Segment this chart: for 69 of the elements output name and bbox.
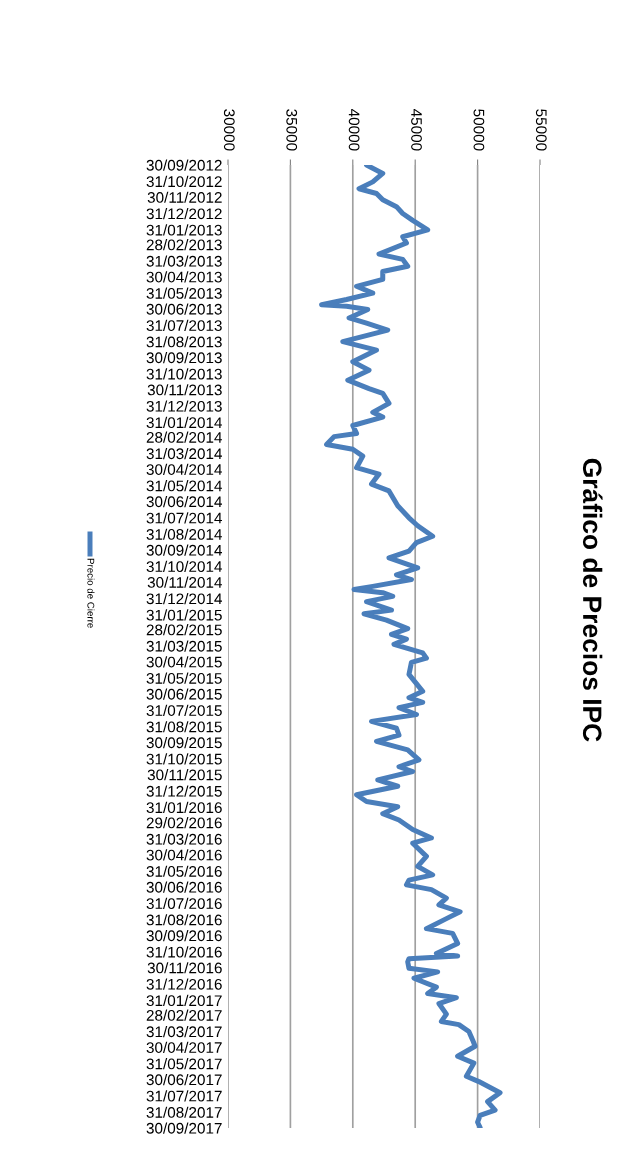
y-tick-label: 31/10/2013 [146, 368, 222, 380]
y-tick-label: 30/09/2014 [146, 544, 222, 556]
y-tick-label: 31/03/2017 [146, 1025, 222, 1038]
y-tick-label: 31/12/2016 [146, 978, 222, 990]
y-tick-label: 30/09/2013 [146, 351, 222, 364]
y-tick-label: 31/01/2015 [146, 609, 222, 621]
y-tick-label: 31/08/2013 [146, 336, 222, 348]
y-tick-label: 31/10/2012 [146, 175, 222, 188]
y-tick-label: 31/03/2015 [146, 640, 222, 652]
y-tick-label: 31/01/2014 [146, 416, 222, 429]
y-tick-label: 30/09/2015 [146, 736, 222, 749]
y-tick-label: 31/07/2013 [146, 319, 222, 332]
y-tick-label: 31/01/2013 [146, 224, 222, 236]
y-tick-label: 31/12/2015 [146, 785, 222, 797]
y-tick-label: 31/07/2015 [146, 704, 222, 716]
y-tick-label: 28/02/2014 [146, 431, 222, 443]
y-tick-label: 28/02/2013 [146, 239, 222, 251]
y-tick-label: 31/08/2017 [146, 1106, 222, 1118]
y-tick-label: 31/12/2014 [146, 592, 222, 605]
x-tick-label: 45000 [411, 108, 422, 151]
y-tick-label: 30/06/2017 [146, 1073, 222, 1086]
y-tick-label: 31/05/2014 [146, 480, 222, 492]
y-tick-label: 31/05/2016 [146, 865, 222, 877]
y-tick-label: 30/04/2014 [146, 463, 222, 475]
y-tick-label: 29/02/2016 [146, 817, 222, 829]
y-tick-label: 30/04/2013 [146, 271, 222, 283]
y-tick-label: 31/03/2013 [146, 255, 222, 267]
y-tick-label: 31/05/2017 [146, 1058, 222, 1070]
legend-label: Precio de Cierre [87, 558, 95, 628]
y-tick-label: 30/11/2014 [147, 576, 222, 588]
y-tick-label: 30/04/2015 [146, 656, 222, 668]
y-tick-label: 30/04/2016 [146, 849, 222, 861]
y-tick-label: 31/10/2014 [146, 560, 222, 573]
y-tick-label: 30/11/2013 [147, 384, 222, 396]
y-tick-label: 30/06/2013 [146, 303, 222, 315]
y-tick-label: 31/10/2015 [146, 753, 222, 765]
y-tick-label: 28/02/2017 [146, 1009, 222, 1021]
y-tick-label: 30/09/2012 [146, 159, 222, 171]
y-tick-label: 31/12/2012 [146, 207, 222, 220]
y-tick-label: 31/10/2016 [146, 946, 222, 958]
x-tick-label: 40000 [348, 108, 360, 151]
y-tick-label: 30/11/2016 [147, 962, 222, 974]
y-tick-label: 31/07/2017 [146, 1090, 222, 1102]
y-tick-label: 30/09/2016 [146, 929, 222, 942]
x-tick-label: 35000 [286, 109, 298, 151]
y-tick-label: 31/12/2013 [146, 400, 222, 412]
y-tick-label: 31/05/2015 [146, 672, 222, 684]
y-tick-label: 30/06/2014 [146, 495, 222, 508]
y-tick-label: 30/04/2017 [146, 1041, 222, 1053]
y-tick-label: 31/05/2013 [146, 287, 222, 299]
y-tick-label: 30/06/2016 [146, 881, 222, 893]
y-tick-label: 30/11/2015 [147, 769, 222, 781]
x-tick-label: 55000 [535, 109, 547, 151]
y-tick-label: 30/09/2017 [146, 1122, 222, 1134]
y-tick-label: 28/02/2015 [146, 624, 222, 636]
y-tick-label: 31/03/2014 [146, 447, 222, 460]
y-tick-label: 31/07/2014 [146, 512, 222, 524]
y-tick-label: 31/07/2016 [146, 897, 222, 910]
y-tick-label: 31/08/2016 [146, 914, 222, 926]
text: Gráfico de Precios IPC [582, 458, 603, 742]
y-tick-label: 30/06/2015 [146, 688, 222, 700]
y-tick-label: 31/01/2016 [146, 801, 222, 814]
x-tick-label: 50000 [473, 109, 485, 151]
y-tick-label: 31/03/2016 [146, 833, 222, 845]
y-tick-label: 31/08/2014 [146, 528, 222, 540]
y-tick-label: 31/08/2015 [146, 721, 222, 733]
x-tick-label: 30000 [223, 109, 235, 151]
y-tick-label: 31/01/2017 [146, 994, 222, 1007]
y-tick-label: 30/11/2012 [147, 191, 222, 203]
